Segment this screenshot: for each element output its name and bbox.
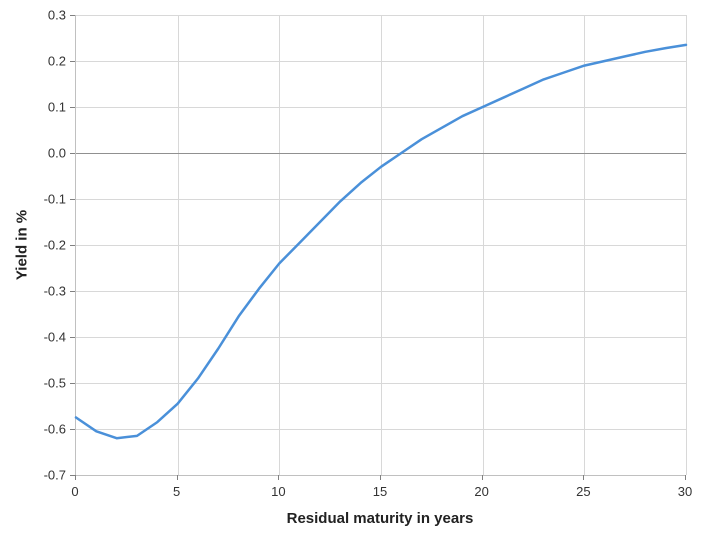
y-tick xyxy=(70,15,75,16)
y-tick-label: -0.6 xyxy=(44,422,66,437)
x-tick xyxy=(177,475,178,480)
x-tick xyxy=(75,475,76,480)
x-tick xyxy=(685,475,686,480)
yield-curve-line xyxy=(76,45,686,438)
y-tick xyxy=(70,337,75,338)
y-tick xyxy=(70,429,75,430)
line-series-svg xyxy=(76,15,686,475)
grid-line-vertical xyxy=(686,15,687,475)
x-tick xyxy=(278,475,279,480)
x-axis-label: Residual maturity in years xyxy=(287,510,474,527)
x-tick-label: 15 xyxy=(373,484,387,499)
y-tick-label: -0.4 xyxy=(44,330,66,345)
y-tick xyxy=(70,383,75,384)
yield-curve-chart: Yield in % Residual maturity in years 0 5… xyxy=(0,0,709,546)
x-tick-label: 0 xyxy=(71,484,78,499)
y-tick xyxy=(70,153,75,154)
y-tick-label: 0.1 xyxy=(48,100,66,115)
y-axis-label: Yield in % xyxy=(14,210,31,280)
y-tick xyxy=(70,199,75,200)
y-tick-label: -0.3 xyxy=(44,284,66,299)
y-tick-label: -0.1 xyxy=(44,192,66,207)
x-tick xyxy=(482,475,483,480)
y-tick-label: -0.5 xyxy=(44,376,66,391)
x-tick-label: 25 xyxy=(576,484,590,499)
y-tick xyxy=(70,475,75,476)
x-tick-label: 5 xyxy=(173,484,180,499)
x-tick-label: 30 xyxy=(678,484,692,499)
plot-area xyxy=(75,15,686,476)
y-tick-label: -0.7 xyxy=(44,468,66,483)
x-tick xyxy=(380,475,381,480)
y-tick-label: 0.0 xyxy=(48,146,66,161)
y-tick-label: 0.3 xyxy=(48,8,66,23)
y-tick xyxy=(70,291,75,292)
y-tick-label: -0.2 xyxy=(44,238,66,253)
y-tick xyxy=(70,61,75,62)
y-tick-label: 0.2 xyxy=(48,54,66,69)
y-tick xyxy=(70,107,75,108)
x-tick xyxy=(583,475,584,480)
x-tick-label: 20 xyxy=(474,484,488,499)
x-tick-label: 10 xyxy=(271,484,285,499)
y-tick xyxy=(70,245,75,246)
